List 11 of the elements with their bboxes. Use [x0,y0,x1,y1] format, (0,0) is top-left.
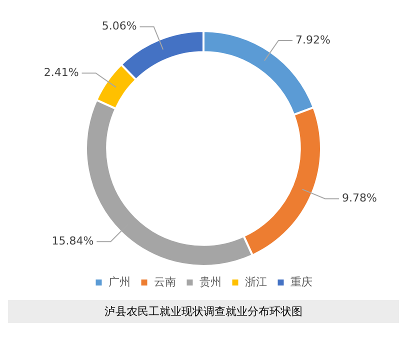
legend-label: 云南 [154,275,176,288]
legend-label: 重庆 [290,275,312,288]
data-label: 15.84% [52,234,94,248]
text: 泸县农民工就业现状调查就业分布环状图 [8,300,399,323]
data-label: 9.78% [342,192,377,205]
data-label: 5.06% [102,20,137,33]
legend-label: 广州 [108,275,130,288]
legend-label: 浙江 [244,275,267,288]
legend-label: 贵州 [199,275,222,288]
data-label: 2.41% [44,66,79,79]
data-label: 7.92% [295,33,330,46]
